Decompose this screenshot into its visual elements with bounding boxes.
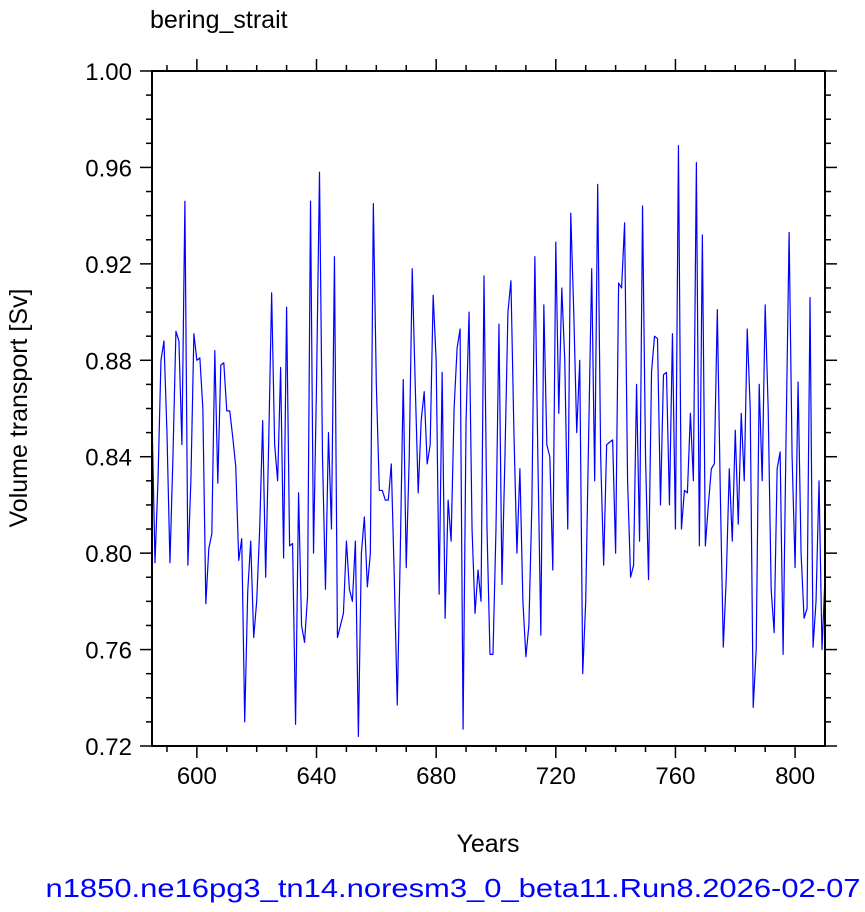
- x-axis-label: Years: [456, 830, 519, 858]
- x-tick-label: 600: [177, 763, 217, 790]
- y-tick-label: 0.76: [85, 638, 132, 665]
- x-tick-label: 760: [655, 763, 695, 790]
- y-tick-label: 0.84: [85, 445, 132, 472]
- y-tick-label: 0.72: [85, 734, 132, 761]
- y-tick-label: 0.92: [85, 252, 132, 279]
- x-tick-label: 720: [536, 763, 576, 790]
- x-tick-label: 800: [775, 763, 815, 790]
- y-tick-label: 1.00: [85, 59, 132, 86]
- y-tick-label: 0.80: [85, 541, 132, 568]
- chart-title: bering_strait: [150, 6, 288, 34]
- y-tick-label: 0.96: [85, 155, 132, 182]
- plot-frame: [151, 70, 826, 747]
- x-tick-label: 640: [296, 763, 336, 790]
- y-tick-label: 0.88: [85, 348, 132, 375]
- y-axis-label: Volume transport [Sv]: [5, 288, 33, 527]
- x-tick-label: 680: [416, 763, 456, 790]
- data-line: [151, 145, 826, 737]
- annotation: n1850.ne16pg3_tn14.noresm3_0_beta11.Run8…: [46, 873, 861, 903]
